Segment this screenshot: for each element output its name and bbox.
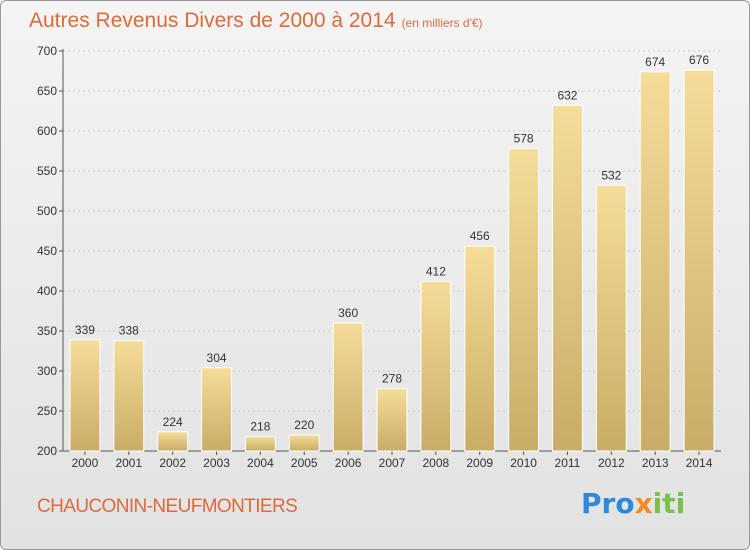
data-label: 220 [294,418,314,432]
y-tick-label: 300 [37,364,57,378]
y-tick-label: 350 [37,324,57,338]
y-tick-label: 650 [37,84,57,98]
x-tick-label: 2004 [247,456,274,470]
x-tick-label: 2012 [598,456,625,470]
location-name: CHAUCONIN-NEUFMONTIERS [37,496,298,517]
proxiti-logo: Proxiti [581,487,685,520]
y-tick-label: 600 [37,124,57,138]
bar-2002 [157,431,189,452]
data-label: 674 [645,55,665,69]
y-tick-label: 700 [37,44,57,58]
data-label: 278 [382,372,402,386]
x-tick-label: 2008 [423,456,450,470]
logo-part-1: Pro [581,487,635,520]
bar-2009 [464,245,496,452]
data-label: 456 [470,229,490,243]
bar-2013 [639,71,671,452]
bar-2005 [288,434,320,452]
chart-title: Autres Revenus Divers de 2000 à 2014 (en … [29,9,483,33]
data-label: 676 [689,53,709,67]
x-tick-label: 2010 [510,456,537,470]
bar-2007 [376,388,408,452]
logo-part-3: iti [652,487,686,520]
labels: 200 250 300 350 400 450 500 550 600 650 700 339 2000… [37,44,713,470]
bar-2010 [508,148,540,452]
x-tick-label: 2002 [159,456,186,470]
y-tick-label: 250 [37,404,57,418]
bar-2001 [113,340,145,452]
data-label: 338 [119,324,139,338]
bar-2000 [69,339,101,452]
data-label: 218 [250,420,270,434]
x-tick-label: 2013 [642,456,669,470]
x-tick-label: 2006 [335,456,362,470]
bar-2006 [332,322,364,452]
y-tick-label: 500 [37,204,57,218]
bar-2014 [683,69,715,452]
data-label: 532 [601,168,621,182]
y-tick-label: 550 [37,164,57,178]
x-tick-label: 2014 [686,456,713,470]
x-tick-label: 2000 [72,456,99,470]
chart-title-text: Autres Revenus Divers de 2000 à 2014 [29,9,396,32]
bar-2011 [552,104,583,452]
y-tick-label: 200 [37,444,57,458]
x-tick-label: 2007 [379,456,406,470]
logo-part-2: x [634,487,653,520]
bars [69,69,715,452]
data-label: 304 [207,351,227,365]
x-tick-label: 2005 [291,456,318,470]
bar-2004 [244,436,276,452]
x-tick-label: 2009 [466,456,493,470]
chart-unit-note: (en milliers d'€) [401,16,483,30]
x-tick-label: 2003 [203,456,230,470]
y-tick-label: 450 [37,244,57,258]
data-label: 224 [163,415,183,429]
data-label: 632 [557,88,577,102]
data-label: 339 [75,323,95,337]
bar-2012 [595,184,627,452]
bar-2003 [201,367,232,452]
data-label: 360 [338,306,358,320]
x-tick-label: 2001 [115,456,142,470]
data-label: 412 [426,264,446,278]
y-tick-label: 400 [37,284,57,298]
bar-2008 [420,280,452,452]
data-label: 578 [514,132,534,146]
x-tick-label: 2011 [555,456,581,470]
